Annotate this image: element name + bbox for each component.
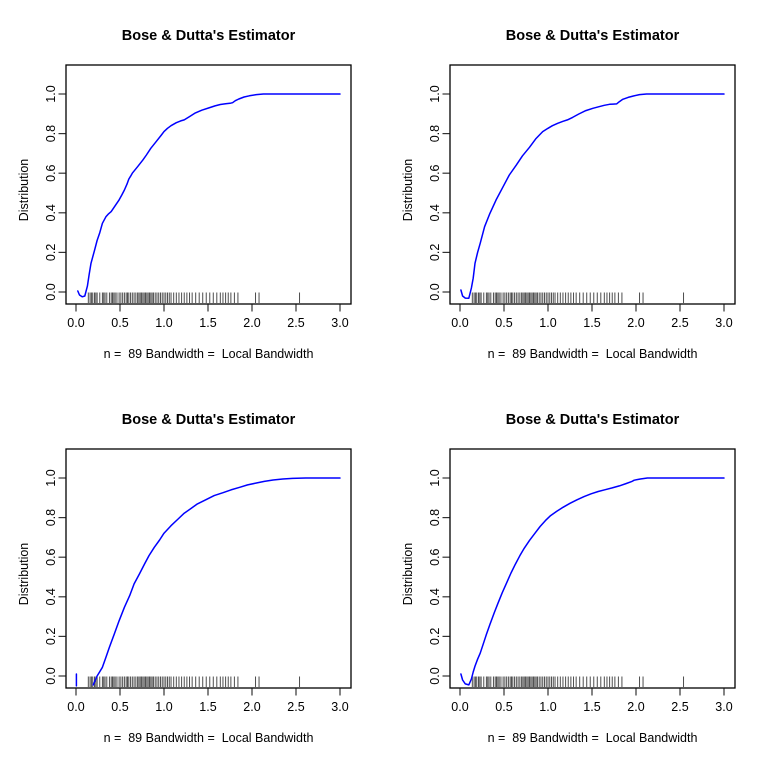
x-axis-tick-label: 3.0: [715, 316, 732, 330]
estimator-curve-group: [460, 93, 725, 300]
x-axis-tick-label: 2.5: [287, 700, 304, 714]
y-axis-tick-label: 1.0: [428, 85, 442, 102]
estimator-curve-group: [75, 477, 341, 687]
y-axis-tick-label: 0.6: [44, 548, 58, 565]
x-axis-tick-label: 0.5: [111, 316, 128, 330]
x-axis-tick-label: 2.0: [627, 316, 644, 330]
x-axis-tick-label: 2.0: [243, 316, 260, 330]
plot-subtitle: n = 89 Bandwidth = Local Bandwidth: [104, 347, 314, 361]
panel-bottom-left: 0.0 0.5 1.0 1.5 2.0 2.5 3.0 0.0 0.2 0.4 0.6 0.8 1.0 D…: [0, 384, 384, 768]
panel-bottom-right: 0.0 0.5 1.0 1.5 2.0 2.5 3.0 0.0 0.2 0.4 0.6 0.8 1.0 D…: [384, 384, 768, 768]
y-axis-tick-label: 0.6: [44, 164, 58, 181]
rug: [87, 676, 301, 687]
rug: [471, 676, 685, 687]
plot-title: Bose & Dutta's Estimator: [122, 28, 296, 44]
y-axis-tick-label: 0.8: [428, 509, 442, 526]
y-axis-tick-label: 0.6: [428, 164, 442, 181]
plot-title: Bose & Dutta's Estimator: [122, 412, 296, 428]
x-axis-tick-label: 0.0: [67, 316, 84, 330]
x-axis-tick-label: 3.0: [331, 316, 348, 330]
x-axis-tick-label: 2.0: [627, 700, 644, 714]
panel-top-left: 0.0 0.5 1.0 1.5 2.0 2.5 3.0 0.0 0.2 0.4 0.6 0.8 1.0 D…: [0, 0, 384, 384]
y-axis-title: Distribution: [17, 543, 31, 606]
panel-top-right: 0.0 0.5 1.0 1.5 2.0 2.5 3.0 0.0 0.2 0.4 0.6 0.8 1.0 D…: [384, 0, 768, 384]
plot-bottom-left: 0.0 0.5 1.0 1.5 2.0 2.5 3.0 0.0 0.2 0.4 0.6 0.8 1.0 D…: [17, 412, 352, 745]
y-axis-tick-label: 0.8: [428, 125, 442, 142]
x-axis-tick-label: 1.5: [583, 316, 600, 330]
x-axis-tick-label: 0.5: [495, 700, 512, 714]
plot-title: Bose & Dutta's Estimator: [506, 412, 680, 428]
x-axis-tick-label: 0.0: [451, 316, 468, 330]
estimator-curve: [460, 93, 725, 300]
y-axis-tick-label: 0.2: [44, 244, 58, 261]
x-axis-tick-label: 2.0: [243, 700, 260, 714]
x-axis-tick-label: 1.5: [583, 700, 600, 714]
x-axis-tick-label: 2.5: [671, 700, 688, 714]
estimator-curve: [460, 477, 725, 686]
y-axis-tick-label: 0.8: [44, 125, 58, 142]
x-axis-tick-label: 0.5: [495, 316, 512, 330]
x-axis-tick-label: 0.5: [111, 700, 128, 714]
y-axis-tick-label: 0.4: [428, 588, 442, 605]
estimator-curve: [77, 93, 341, 298]
x-axis-tick-label: 1.0: [155, 700, 172, 714]
y-axis-title: Distribution: [17, 159, 31, 222]
plot-top-left: 0.0 0.5 1.0 1.5 2.0 2.5 3.0 0.0 0.2 0.4 0.6 0.8 1.0 D…: [17, 28, 352, 361]
estimator-curve: [92, 477, 341, 686]
estimator-curve-group: [77, 93, 341, 298]
plot-box: [449, 64, 736, 305]
rug: [87, 292, 301, 303]
plot-box: [65, 448, 352, 689]
y-axis-tick-label: 1.0: [428, 469, 442, 486]
x-axis-tick-label: 0.0: [67, 700, 84, 714]
plot-box: [449, 448, 736, 689]
y-axis-tick-label: 0.4: [428, 204, 442, 221]
plot-subtitle: n = 89 Bandwidth = Local Bandwidth: [488, 347, 698, 361]
plot-subtitle: n = 89 Bandwidth = Local Bandwidth: [488, 731, 698, 745]
plot-subtitle: n = 89 Bandwidth = Local Bandwidth: [104, 731, 314, 745]
y-axis-tick-label: 0.0: [428, 667, 442, 684]
y-axis-tick-label: 0.0: [44, 283, 58, 300]
x-axis-tick-label: 1.5: [199, 700, 216, 714]
y-axis-tick-label: 0.8: [44, 509, 58, 526]
x-axis-tick-label: 1.0: [539, 700, 556, 714]
y-axis-tick-label: 0.6: [428, 548, 442, 565]
x-axis-tick-label: 1.0: [539, 316, 556, 330]
y-axis-tick-label: 0.4: [44, 204, 58, 221]
x-axis-tick-label: 1.0: [155, 316, 172, 330]
y-axis-tick-label: 0.4: [44, 588, 58, 605]
estimator-curve-group: [460, 477, 725, 686]
rug: [471, 292, 685, 303]
x-axis-tick-label: 2.5: [287, 316, 304, 330]
y-axis-tick-label: 1.0: [44, 85, 58, 102]
x-axis-tick-label: 1.5: [199, 316, 216, 330]
plot-box: [65, 64, 352, 305]
y-axis-tick-label: 0.2: [428, 244, 442, 261]
x-axis-tick-label: 0.0: [451, 700, 468, 714]
y-axis-tick-label: 0.2: [44, 628, 58, 645]
y-axis-tick-label: 1.0: [44, 469, 58, 486]
x-axis-tick-label: 3.0: [331, 700, 348, 714]
y-axis-title: Distribution: [401, 159, 415, 222]
plot-title: Bose & Dutta's Estimator: [506, 28, 680, 44]
y-axis-tick-label: 0.0: [44, 667, 58, 684]
y-axis-tick-label: 0.2: [428, 628, 442, 645]
x-axis-tick-label: 2.5: [671, 316, 688, 330]
x-axis-tick-label: 3.0: [715, 700, 732, 714]
plot-top-right: 0.0 0.5 1.0 1.5 2.0 2.5 3.0 0.0 0.2 0.4 0.6 0.8 1.0 D…: [401, 28, 736, 361]
plot-bottom-right: 0.0 0.5 1.0 1.5 2.0 2.5 3.0 0.0 0.2 0.4 0.6 0.8 1.0 D…: [401, 412, 736, 745]
y-axis-tick-label: 0.0: [428, 283, 442, 300]
y-axis-title: Distribution: [401, 543, 415, 606]
